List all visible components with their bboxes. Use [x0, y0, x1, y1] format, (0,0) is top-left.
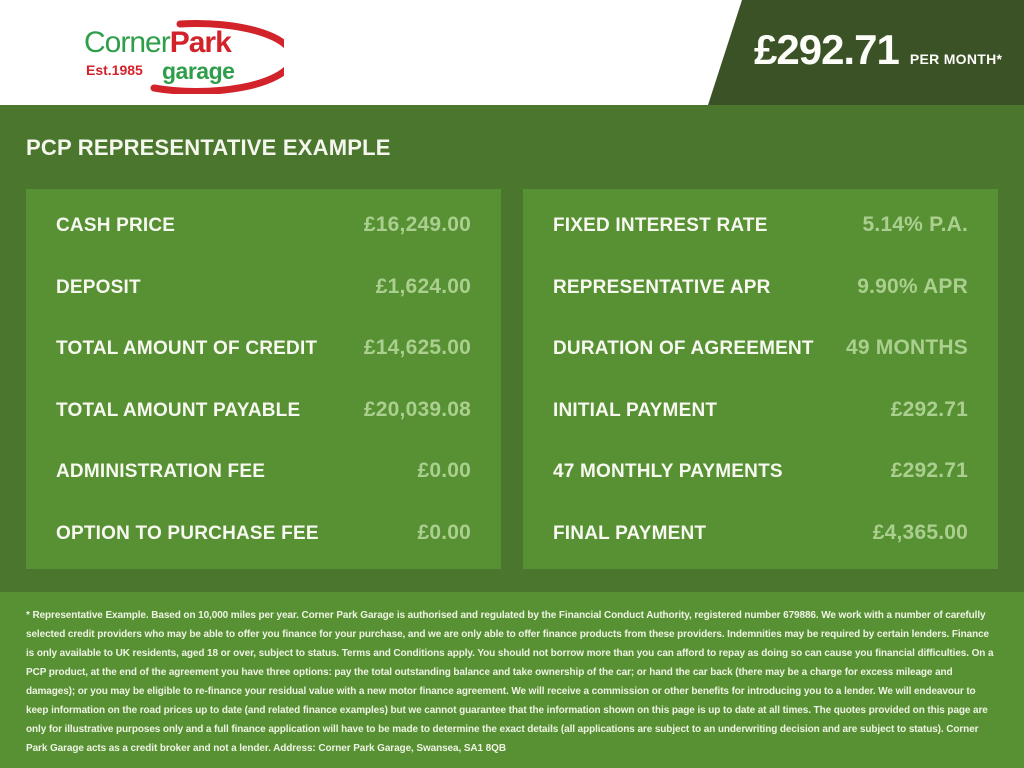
monthly-price-banner: £292.71 PER MONTH*	[708, 0, 1024, 105]
row-label: TOTAL AMOUNT OF CREDIT	[56, 338, 318, 360]
finance-panel-right: FIXED INTEREST RATE 5.14% P.A. REPRESENT…	[523, 189, 998, 569]
table-row: ADMINISTRATION FEE £0.00	[56, 459, 471, 483]
page-header: CornerPark Est.1985 garage £292.71 PER M…	[0, 0, 1024, 105]
table-row: CASH PRICE £16,249.00	[56, 213, 471, 237]
row-label: DEPOSIT	[56, 276, 141, 298]
row-value: £16,249.00	[363, 213, 471, 236]
table-row: DURATION OF AGREEMENT 49 MONTHS	[553, 336, 968, 360]
monthly-price-amount: £292.71	[754, 26, 900, 73]
row-label: ADMINISTRATION FEE	[56, 461, 266, 483]
row-label: DURATION OF AGREEMENT	[553, 338, 814, 360]
row-value: £4,365.00	[872, 520, 968, 544]
table-row: INITIAL PAYMENT £292.71	[553, 398, 968, 422]
monthly-price-period: PER MONTH*	[909, 51, 1003, 67]
page-title: PCP REPRESENTATIVE EXAMPLE	[26, 135, 391, 160]
row-label: FIXED INTEREST RATE	[553, 215, 768, 236]
row-value: £292.71	[890, 459, 968, 483]
row-label: CASH PRICE	[56, 215, 176, 236]
logo-established: Est.1985	[86, 62, 143, 78]
logo-name-park: Park	[169, 26, 232, 59]
finance-panel-left: CASH PRICE £16,249.00 DEPOSIT £1,624.00 …	[26, 189, 501, 569]
table-row: TOTAL AMOUNT PAYABLE £20,039.08	[56, 398, 471, 422]
row-value: £20,039.08	[363, 397, 471, 421]
table-row: 47 MONTHLY PAYMENTS £292.71	[553, 459, 968, 483]
table-row: FINAL PAYMENT £4,365.00	[553, 521, 968, 545]
logo-name-corner: Corner	[84, 26, 171, 59]
row-value: 9.90% APR	[857, 274, 968, 298]
page-footer: * Representative Example. Based on 10,00…	[0, 592, 1024, 768]
disclaimer-text: * Representative Example. Based on 10,00…	[26, 610, 994, 754]
table-row: OPTION TO PURCHASE FEE £0.00	[56, 521, 471, 545]
finance-panels: CASH PRICE £16,249.00 DEPOSIT £1,624.00 …	[26, 189, 998, 569]
row-value: 5.14% P.A.	[862, 213, 968, 236]
row-value: £292.71	[890, 397, 968, 421]
table-row: REPRESENTATIVE APR 9.90% APR	[553, 275, 968, 299]
row-label: 47 MONTHLY PAYMENTS	[553, 461, 783, 483]
row-label: TOTAL AMOUNT PAYABLE	[56, 399, 301, 421]
finance-example-section: PCP REPRESENTATIVE EXAMPLE CASH PRICE £1…	[0, 105, 1024, 592]
row-value: £14,625.00	[363, 336, 471, 360]
table-row: FIXED INTEREST RATE 5.14% P.A.	[553, 213, 968, 237]
row-label: OPTION TO PURCHASE FEE	[56, 522, 319, 544]
row-label: REPRESENTATIVE APR	[553, 276, 771, 298]
logo-name: CornerPark	[84, 26, 232, 60]
row-value: £0.00	[417, 459, 471, 483]
row-label: INITIAL PAYMENT	[553, 399, 718, 421]
row-value: £1,624.00	[375, 274, 471, 298]
row-value: £0.00	[417, 520, 471, 544]
corner-park-garage-logo: CornerPark Est.1985 garage	[84, 18, 284, 94]
row-label: FINAL PAYMENT	[553, 522, 707, 544]
logo-subtitle: garage	[162, 58, 235, 84]
table-row: TOTAL AMOUNT OF CREDIT £14,625.00	[56, 336, 471, 360]
table-row: DEPOSIT £1,624.00	[56, 275, 471, 299]
row-value: 49 MONTHS	[846, 336, 968, 360]
